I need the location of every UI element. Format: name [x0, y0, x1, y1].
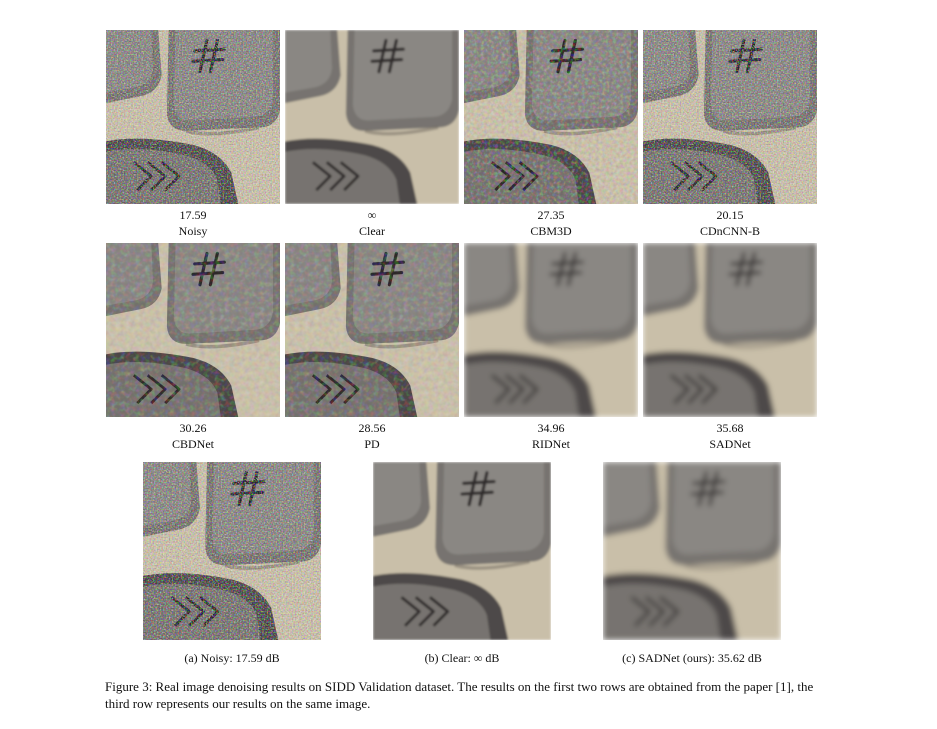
grid-caption-sadnet: 35.68 SADNet — [643, 420, 817, 452]
grid-caption-cdncnn-b: 20.15 CDnCNN-B — [643, 207, 817, 239]
bottom-image-clear — [373, 462, 551, 640]
subcaption-a: (a) Noisy: 17.59 dB — [184, 651, 280, 665]
grid-image-sadnet — [643, 243, 817, 417]
subcaption-b: (b) Clear: ∞ dB — [424, 651, 500, 665]
grid-image-cdncnn-b — [643, 30, 817, 204]
bottom-image-noisy — [143, 462, 321, 640]
grid-image-ridnet — [464, 243, 638, 417]
grid-method-label: CBM3D — [530, 224, 572, 238]
grid-method-label: Clear — [359, 224, 385, 238]
grid-method-label: Noisy — [178, 224, 208, 238]
grid-caption-clear: ∞ Clear — [285, 207, 459, 239]
grid-image-cbm3d — [464, 30, 638, 204]
grid-method-label: SADNet — [709, 437, 751, 451]
grid-psnr-value: 28.56 — [358, 421, 386, 435]
grid-method-label: CDnCNN-B — [699, 224, 760, 238]
grid-caption-ridnet: 34.96 RIDNet — [464, 420, 638, 452]
grid-psnr-value: 30.26 — [179, 421, 207, 435]
grid-psnr-value: 17.59 — [179, 208, 207, 222]
grid-image-pd — [285, 243, 459, 417]
grid-psnr-value: 35.68 — [716, 421, 744, 435]
subcaption-c: (c) SADNet (ours): 35.62 dB — [622, 651, 762, 665]
grid-caption-cbm3d: 27.35 CBM3D — [464, 207, 638, 239]
grid-caption-pd: 28.56 PD — [285, 420, 459, 452]
bottom-image-sadnet — [603, 462, 781, 640]
grid-psnr-value: ∞ — [367, 208, 377, 222]
grid-psnr-value: 27.35 — [537, 208, 565, 222]
figure-caption: Figure 3: Real image denoising results o… — [105, 679, 814, 711]
grid-method-label: RIDNet — [532, 437, 570, 451]
grid-psnr-value: 20.15 — [716, 208, 744, 222]
grid-method-label: CBDNet — [172, 437, 214, 451]
grid-method-label: PD — [364, 437, 380, 451]
grid-image-clear — [285, 30, 459, 204]
grid-image-cbdnet — [106, 243, 280, 417]
grid-caption-noisy: 17.59 Noisy — [106, 207, 280, 239]
grid-image-noisy — [106, 30, 280, 204]
grid-caption-cbdnet: 30.26 CBDNet — [106, 420, 280, 452]
grid-psnr-value: 34.96 — [537, 421, 565, 435]
